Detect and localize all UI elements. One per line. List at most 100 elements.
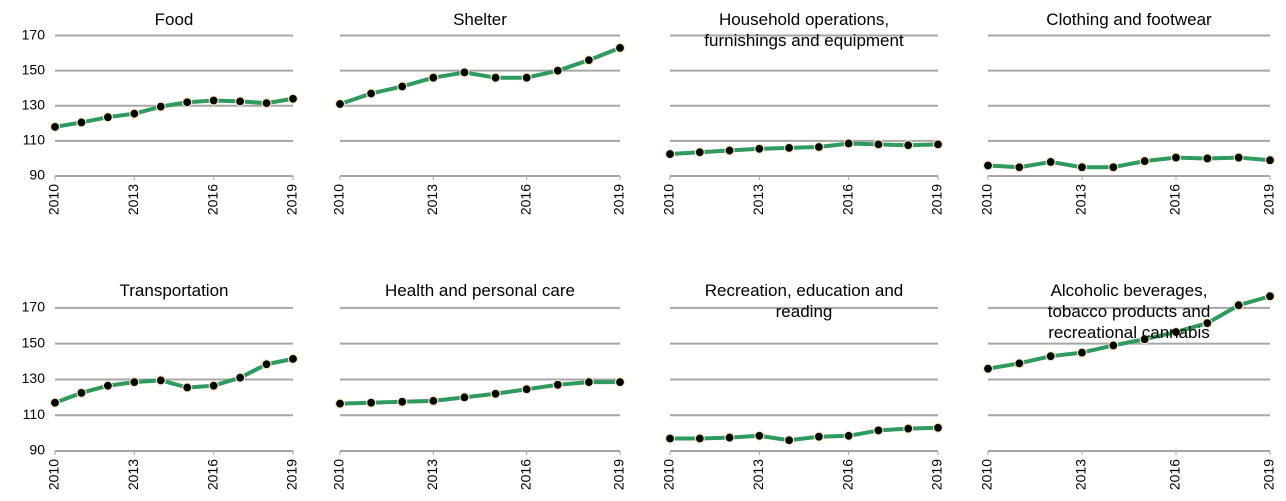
y-tick-label: 130 (22, 370, 46, 386)
y-tick-label: 110 (23, 406, 46, 422)
x-tick-label: 2010 (46, 459, 62, 490)
point (1108, 162, 1119, 173)
point (1264, 155, 1276, 166)
point (614, 377, 626, 388)
x-tick-label: 2010 (661, 459, 677, 490)
x-tick-label: 2016 (1167, 184, 1183, 215)
point (903, 423, 914, 434)
x-tick-label: 2016 (517, 184, 533, 215)
panel: 90 110 130 150 170 2010 2013 2016 2019 (22, 26, 300, 215)
x-tick-label: 2019 (611, 184, 627, 215)
point (235, 372, 246, 383)
point (155, 101, 166, 112)
y-tick-label: 170 (22, 299, 46, 315)
x-tick-label: 2019 (929, 184, 945, 215)
point (182, 382, 193, 393)
panel-title: Alcoholic beverages, tobacco products an… (1047, 281, 1211, 342)
panel: 2010 2013 2016 2019 (979, 291, 1277, 490)
x-tick-label: 2013 (1073, 184, 1089, 215)
panel: 2010 2013 2016 2019 (979, 34, 1277, 215)
x-tick-label: 2013 (1073, 459, 1089, 490)
point (982, 363, 994, 374)
x-tick-label: 2016 (839, 459, 855, 490)
point (843, 430, 854, 441)
point (366, 397, 377, 408)
point (932, 139, 944, 150)
point (1264, 291, 1276, 302)
point (784, 435, 795, 446)
point (1014, 162, 1025, 173)
point (261, 359, 272, 370)
point (521, 384, 532, 395)
x-tick-label: 2019 (1261, 184, 1277, 215)
point (334, 98, 346, 110)
point (694, 433, 705, 444)
point (49, 121, 61, 132)
point (813, 431, 824, 442)
x-tick-label: 2016 (204, 184, 220, 215)
point (459, 392, 470, 403)
point (1233, 300, 1244, 311)
point (1170, 326, 1182, 338)
point (208, 95, 219, 106)
point (1139, 334, 1150, 345)
x-tick-label: 2010 (979, 184, 995, 215)
point (235, 96, 246, 107)
point (182, 97, 193, 108)
point (334, 398, 346, 409)
point (1170, 152, 1182, 163)
point (694, 147, 705, 158)
line (339, 45, 621, 106)
x-tick-label: 2010 (661, 184, 677, 215)
point (1076, 162, 1088, 173)
panel: 2010 2013 2016 2019 (331, 306, 627, 490)
panel: 2010 2013 2016 2019 (661, 306, 945, 490)
panel: 2010 2013 2016 2019 (331, 34, 627, 215)
point (129, 108, 140, 119)
point (664, 433, 676, 444)
point (459, 67, 470, 78)
x-tick-label: 2013 (750, 459, 766, 490)
x-tick-label: 2013 (424, 459, 440, 490)
point (754, 143, 765, 154)
x-tick-label: 2010 (46, 184, 62, 215)
point (428, 395, 439, 407)
line (54, 356, 294, 405)
y-tick-label: 130 (22, 96, 46, 112)
point (1139, 155, 1150, 167)
panel-title: Clothing and footwear (1046, 10, 1212, 29)
line (669, 141, 939, 157)
point (1014, 358, 1025, 369)
x-tick-label: 2016 (1167, 459, 1183, 490)
point (521, 72, 532, 83)
x-tick-label: 2010 (331, 184, 347, 215)
point (552, 379, 563, 390)
point (813, 141, 824, 153)
point (102, 112, 113, 123)
point (1202, 153, 1213, 164)
point (873, 139, 884, 150)
panel: 2010 2013 2016 2019 (661, 34, 945, 215)
point (287, 93, 299, 104)
line (54, 96, 294, 129)
y-tick-label: 150 (22, 334, 46, 350)
x-tick-label: 2016 (517, 459, 533, 490)
point (784, 142, 795, 154)
point (1076, 347, 1088, 358)
point (1108, 340, 1119, 351)
point (155, 375, 166, 386)
x-tick-label: 2013 (750, 184, 766, 215)
point (583, 55, 594, 66)
point (397, 81, 408, 92)
point (843, 138, 854, 149)
point (366, 88, 377, 99)
point (873, 425, 884, 436)
x-tick-label: 2013 (424, 184, 440, 215)
point (552, 65, 563, 76)
line (670, 425, 939, 443)
point (76, 117, 87, 128)
point (1045, 351, 1056, 362)
x-tick-label: 2019 (611, 459, 627, 490)
point (102, 380, 113, 391)
